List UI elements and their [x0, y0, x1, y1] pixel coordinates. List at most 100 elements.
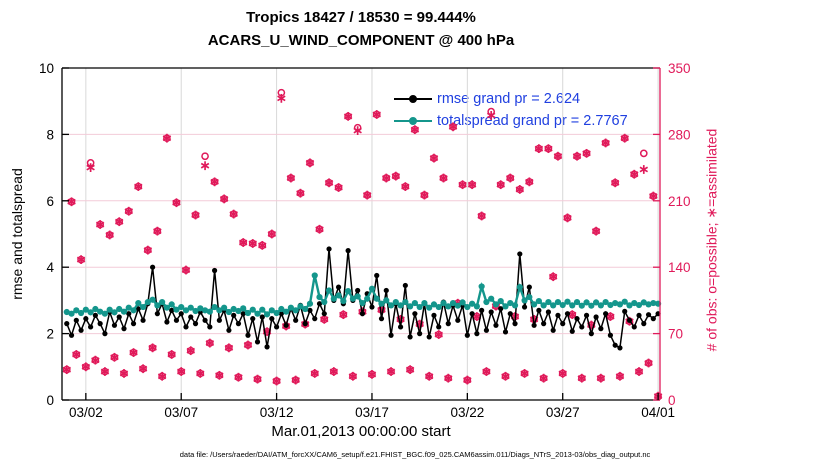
obs-assimilated-marker: [148, 344, 157, 351]
obs-assimilated-marker: [620, 135, 629, 142]
obs-assimilated-marker: [124, 208, 133, 215]
obs-assimilated-marker: [172, 199, 181, 206]
obs-possible-marker: [172, 198, 181, 207]
obs-assimilated-marker: [305, 159, 315, 166]
totalspread-point: [87, 309, 94, 316]
rmse-point: [307, 307, 313, 313]
obs-assimilated-marker: [76, 256, 86, 263]
rmse-point: [159, 301, 165, 307]
obs-assimilated-marker: [463, 377, 472, 384]
obs-assimilated-marker: [463, 377, 472, 384]
obs-assimilated-marker: [320, 316, 329, 323]
obs-assimilated-marker: [110, 354, 119, 361]
obs-assimilated-marker: [372, 111, 381, 118]
obs-assimilated-marker: [91, 357, 100, 364]
obs-assimilated-marker: [200, 162, 210, 169]
totalspread-point: [435, 303, 442, 311]
obs-assimilated-marker: [296, 190, 305, 197]
totalspread-point: [640, 299, 647, 306]
rmse-point: [207, 324, 213, 330]
totalspread-point: [268, 307, 275, 314]
obs-assimilated-marker: [243, 342, 253, 348]
y-left-tick-label: 6: [46, 194, 54, 209]
obs-possible-marker: [620, 134, 629, 143]
obs-possible-marker: [368, 370, 376, 379]
obs-assimilated-marker: [86, 164, 95, 171]
rmse-point: [240, 311, 246, 317]
obs-possible-marker: [530, 315, 538, 324]
rmse-point: [102, 331, 108, 337]
totalspread-line-sample-icon: [394, 117, 432, 125]
obs-possible-marker: [587, 321, 596, 329]
obs-assimilated-marker: [582, 150, 591, 157]
totalspread-point: [483, 298, 490, 306]
totalspread-point: [583, 299, 590, 306]
obs-possible-marker: [425, 372, 434, 381]
obs-assimilated-marker: [639, 166, 649, 173]
totalspread-point: [588, 302, 595, 309]
totalspread-point: [125, 304, 132, 311]
rmse-point: [173, 317, 180, 323]
rmse-point: [417, 331, 423, 337]
x-tick-label: 03/07: [164, 405, 198, 420]
x-tick-label: 03/17: [355, 405, 389, 420]
obs-assimilated-marker: [401, 183, 410, 190]
totalspread-point: [302, 305, 309, 313]
obs-assimilated-marker: [615, 373, 625, 380]
rmse-point: [226, 327, 232, 333]
rmse-point: [574, 316, 580, 322]
obs-assimilated-marker: [591, 228, 601, 235]
rmse-point: [116, 314, 122, 320]
obs-assimilated-marker: [272, 378, 281, 384]
obs-assimilated-marker: [391, 173, 401, 180]
obs-assimilated-marker: [634, 368, 644, 375]
rmse-point: [278, 311, 284, 317]
obs-possible-marker: [582, 149, 591, 158]
totalspread-point: [154, 302, 161, 309]
obs-possible-marker: [282, 322, 290, 330]
y-right-tick-label: 350: [668, 61, 691, 76]
obs-assimilated-marker: [525, 178, 534, 185]
totalspread-point: [235, 307, 242, 315]
obs-possible-marker: [644, 359, 653, 367]
totalspread-point: [130, 307, 137, 314]
obs-assimilated-marker: [396, 316, 405, 323]
totalspread-point: [340, 297, 347, 305]
obs-assimilated-marker: [267, 231, 277, 237]
rmse-point: [355, 287, 361, 294]
obs-assimilated-marker: [157, 373, 167, 380]
obs-assimilated-marker: [286, 175, 296, 181]
rmse-point: [250, 316, 256, 322]
rmse-point: [617, 345, 623, 351]
rmse-point: [211, 267, 218, 274]
obs-assimilated-marker: [315, 226, 324, 233]
rmse-point: [445, 321, 451, 327]
totalspread-point: [383, 297, 390, 304]
obs-assimilated-marker: [453, 300, 463, 307]
obs-assimilated-marker: [458, 181, 467, 188]
obs-assimilated-marker: [587, 322, 596, 328]
totalspread-point: [469, 300, 476, 307]
obs-possible-marker: [210, 177, 219, 186]
rmse-point: [331, 297, 337, 303]
rmse-point: [512, 321, 518, 327]
x-tick-label: 03/22: [450, 405, 484, 420]
totalspread-point: [564, 298, 571, 305]
obs-assimilated-marker: [110, 354, 119, 361]
rmse-point: [350, 297, 356, 303]
obs-assimilated-marker: [176, 368, 186, 375]
obs-assimilated-marker: [630, 171, 639, 178]
obs-assimilated-marker: [529, 316, 539, 323]
obs-assimilated-marker: [405, 366, 415, 373]
totalspread-point: [197, 305, 204, 312]
obs-assimilated-marker: [353, 127, 362, 134]
rmse-point: [502, 329, 509, 335]
obs-assimilated-marker: [501, 373, 510, 380]
obs-assimilated-marker: [281, 323, 291, 329]
obs-assimilated-marker: [644, 360, 653, 366]
totalspread-point: [278, 305, 285, 313]
rmse-point: [259, 314, 265, 320]
rmse-point: [378, 316, 385, 322]
totalspread-point: [397, 302, 404, 309]
obs-assimilated-marker: [129, 349, 138, 356]
